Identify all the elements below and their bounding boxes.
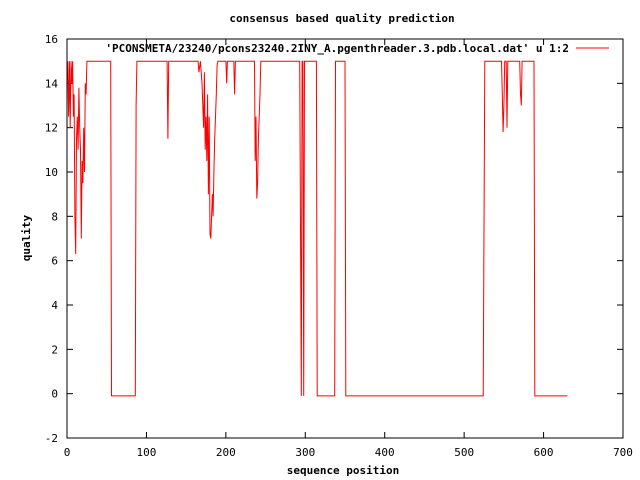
x-tick-label: 100 — [136, 446, 156, 459]
y-axis-label: quality — [20, 214, 33, 261]
series-line — [67, 60, 568, 397]
x-tick-label: 600 — [534, 446, 554, 459]
y-tick-label: 14 — [45, 77, 59, 90]
x-tick-label: 300 — [295, 446, 315, 459]
plot-frame — [66, 38, 624, 439]
y-tick-label: 12 — [45, 122, 58, 135]
legend-label: 'PCONSMETA/23240/pcons23240.2INY_A.pgent… — [105, 42, 569, 55]
y-tick-label: 4 — [51, 299, 58, 312]
x-tick-label: 700 — [613, 446, 633, 459]
x-axis-label: sequence position — [287, 464, 400, 477]
axis-ticks: 0 100 200 300 400 500 600 700 -2 0 2 4 6 8 10 12 14 16 — [45, 33, 633, 459]
chart-title: consensus based quality prediction — [229, 12, 454, 25]
y-tick-label: -2 — [45, 432, 58, 445]
x-tick-label: 200 — [216, 446, 236, 459]
y-tick-label: 10 — [45, 166, 58, 179]
y-tick-label: 8 — [51, 210, 58, 223]
y-tick-label: 0 — [51, 388, 58, 401]
y-tick-label: 16 — [45, 33, 58, 46]
x-tick-label: 500 — [454, 446, 474, 459]
y-tick-label: 6 — [51, 255, 58, 268]
series-layer — [67, 60, 568, 397]
x-tick-label: 400 — [375, 446, 395, 459]
y-tick-label: 2 — [51, 343, 58, 356]
x-tick-label: 0 — [64, 446, 71, 459]
